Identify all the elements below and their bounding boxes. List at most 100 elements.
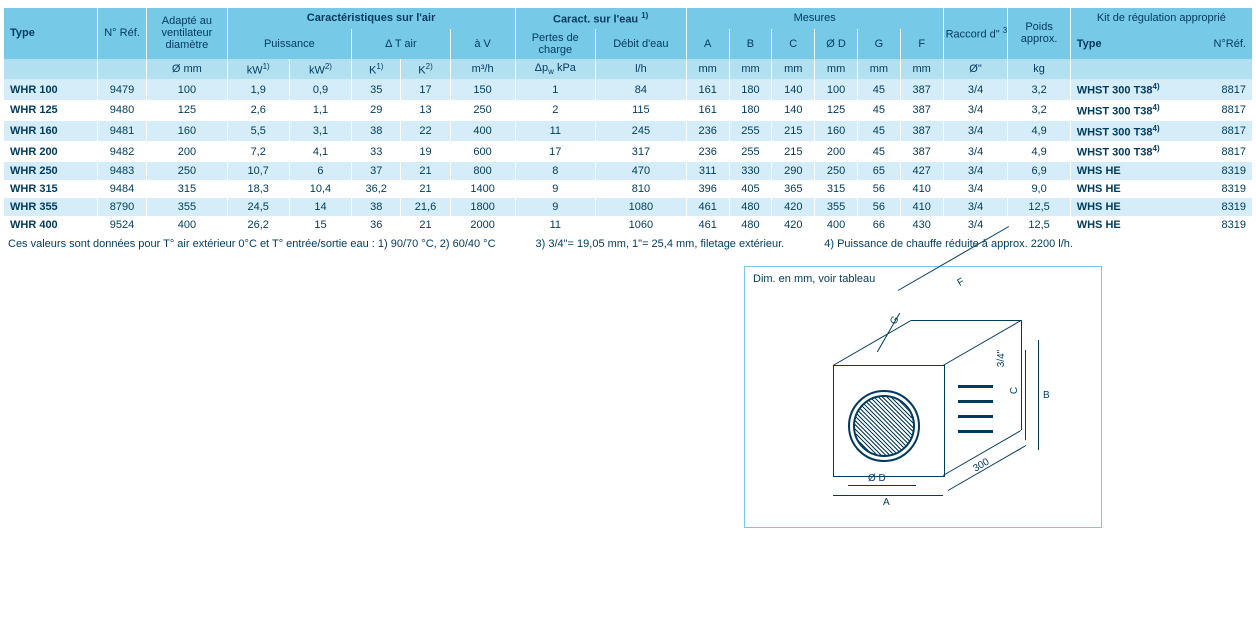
table-row: WHR 16094811605,53,138224001124523625521… — [4, 121, 1252, 142]
cell-A: 161 — [686, 79, 729, 100]
cell-kw1: 5,5 — [227, 121, 289, 142]
cell-kitref: 8817 — [1200, 121, 1252, 142]
cell-G: 45 — [857, 100, 900, 121]
cell-kw1: 2,6 — [227, 100, 289, 121]
u-k1: K1) — [352, 59, 401, 80]
cell-ref: 9483 — [97, 162, 146, 180]
diagram-container: Dim. en mm, voir tableau A Ø D B C 3/4" — [744, 266, 1102, 528]
hdr-kit: Kit de régulation approprié — [1070, 8, 1252, 29]
cell-lh: 84 — [595, 79, 686, 100]
cell-C: 420 — [772, 216, 815, 234]
cell-C: 215 — [772, 141, 815, 162]
cell-conn: 3/4 — [943, 141, 1008, 162]
cell-B: 330 — [729, 162, 772, 180]
cell-lh: 470 — [595, 162, 686, 180]
hdr-type: Type — [4, 8, 97, 59]
spec-table: Type N° Réf. Adapté au ventilateur diamè… — [4, 8, 1252, 234]
cell-kw1: 7,2 — [227, 141, 289, 162]
cell-ref: 9481 — [97, 121, 146, 142]
cell-kw2: 3,1 — [289, 121, 351, 142]
hdr-power: Puissance — [227, 29, 352, 59]
cell-kitref: 8817 — [1200, 141, 1252, 162]
cell-C: 215 — [772, 121, 815, 142]
cell-dp: 8 — [515, 162, 595, 180]
cell-k1: 35 — [352, 79, 401, 100]
cell-kitref: 8319 — [1200, 162, 1252, 180]
cell-F: 387 — [900, 141, 943, 162]
footnote-b: 3) 3/4"= 19,05 mm, 1"= 25,4 mm, filetage… — [536, 238, 785, 250]
cell-B: 255 — [729, 141, 772, 162]
cell-A: 236 — [686, 121, 729, 142]
cell-F: 430 — [900, 216, 943, 234]
cell-kw2: 0,9 — [289, 79, 351, 100]
cell-B: 480 — [729, 216, 772, 234]
cell-kg: 12,5 — [1008, 216, 1070, 234]
u-dp: Δpw kPa — [515, 59, 595, 80]
cell-A: 396 — [686, 180, 729, 198]
cell-ref: 9524 — [97, 216, 146, 234]
hdr-B: B — [729, 29, 772, 59]
cell-v: 1400 — [450, 180, 515, 198]
cell-kit: WHS HE — [1070, 198, 1200, 216]
cell-conn: 3/4 — [943, 121, 1008, 142]
cell-kw1: 18,3 — [227, 180, 289, 198]
hdr-G: G — [857, 29, 900, 59]
cell-type: WHR 200 — [4, 141, 97, 162]
cell-C: 420 — [772, 198, 815, 216]
cell-conn: 3/4 — [943, 180, 1008, 198]
cell-k1: 33 — [352, 141, 401, 162]
cell-kw2: 6 — [289, 162, 351, 180]
cell-kw1: 24,5 — [227, 198, 289, 216]
cell-kit: WHST 300 T384) — [1070, 100, 1200, 121]
cell-lh: 1080 — [595, 198, 686, 216]
cell-kitref: 8817 — [1200, 79, 1252, 100]
cell-A: 311 — [686, 162, 729, 180]
cell-dia: 160 — [147, 121, 227, 142]
cell-conn: 3/4 — [943, 79, 1008, 100]
cell-ref: 9484 — [97, 180, 146, 198]
cell-kit: WHS HE — [1070, 216, 1200, 234]
hdr-dp: Pertes de charge — [515, 29, 595, 59]
cell-kw1: 1,9 — [227, 79, 289, 100]
cell-F: 410 — [900, 180, 943, 198]
cell-A: 161 — [686, 100, 729, 121]
cell-B: 180 — [729, 79, 772, 100]
cell-C: 140 — [772, 79, 815, 100]
cell-G: 56 — [857, 198, 900, 216]
hdr-measures: Mesures — [686, 8, 943, 29]
cell-type: WHR 355 — [4, 198, 97, 216]
cell-conn: 3/4 — [943, 198, 1008, 216]
cell-dp: 17 — [515, 141, 595, 162]
cell-ref: 9479 — [97, 79, 146, 100]
cell-B: 405 — [729, 180, 772, 198]
cell-kitref: 8319 — [1200, 216, 1252, 234]
cell-F: 387 — [900, 79, 943, 100]
table-row: WHR 12594801252,61,129132502115161180140… — [4, 100, 1252, 121]
cell-kg: 3,2 — [1008, 100, 1070, 121]
cell-kg: 6,9 — [1008, 162, 1070, 180]
cell-B: 480 — [729, 198, 772, 216]
cell-lh: 317 — [595, 141, 686, 162]
table-row: WHR 355879035524,5143821,618009108046148… — [4, 198, 1252, 216]
cell-F: 427 — [900, 162, 943, 180]
cell-D: 400 — [815, 216, 858, 234]
cell-A: 461 — [686, 216, 729, 234]
cell-G: 56 — [857, 180, 900, 198]
footnote-a: Ces valeurs sont données pour T° air ext… — [8, 238, 496, 250]
cell-F: 387 — [900, 121, 943, 142]
cell-kw2: 4,1 — [289, 141, 351, 162]
cell-ref: 9482 — [97, 141, 146, 162]
cell-k2: 21 — [401, 180, 450, 198]
cell-G: 45 — [857, 79, 900, 100]
cell-kit: WHS HE — [1070, 162, 1200, 180]
cell-v: 250 — [450, 100, 515, 121]
cell-F: 387 — [900, 100, 943, 121]
cell-dia: 315 — [147, 180, 227, 198]
hdr-kit-type: Type — [1070, 29, 1200, 59]
cell-v: 400 — [450, 121, 515, 142]
hdr-water: Caract. sur l'eau 1) — [515, 8, 686, 29]
cell-dia: 355 — [147, 198, 227, 216]
cell-kw2: 14 — [289, 198, 351, 216]
cell-v: 2000 — [450, 216, 515, 234]
cell-type: WHR 315 — [4, 180, 97, 198]
